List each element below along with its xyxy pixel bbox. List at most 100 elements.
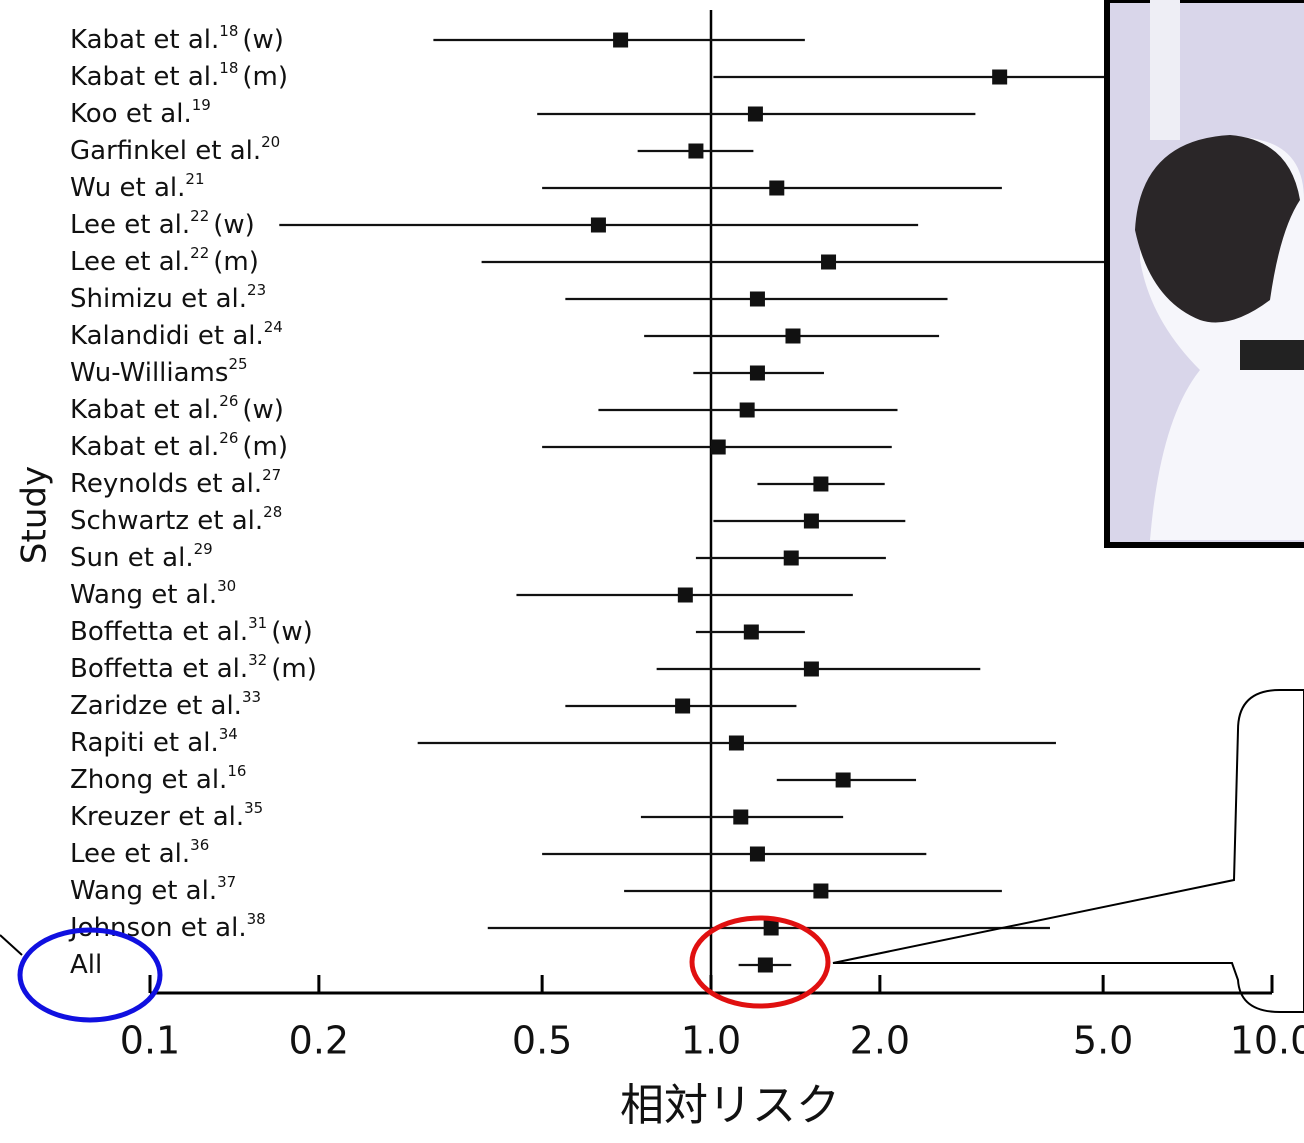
study-name: Sun et al. bbox=[70, 543, 194, 573]
x-tick-label: 0.2 bbox=[289, 1019, 349, 1063]
study-label: All bbox=[70, 950, 102, 980]
study-name: Lee et al. bbox=[70, 247, 190, 277]
study-label: Lee et al.36 bbox=[70, 836, 209, 869]
estimate-marker bbox=[613, 33, 628, 48]
study-ref: 20 bbox=[261, 133, 280, 151]
study-name: Kalandidi et al. bbox=[70, 321, 264, 351]
study-name: Zhong et al. bbox=[70, 765, 227, 795]
estimate-marker bbox=[992, 70, 1007, 85]
study-group: (m) bbox=[242, 62, 288, 92]
x-tick-label: 10.0 bbox=[1230, 1019, 1304, 1063]
study-name: Shimizu et al. bbox=[70, 284, 247, 314]
study-group: (w) bbox=[213, 210, 255, 240]
study-label: Wu-Williams25 bbox=[70, 355, 248, 388]
estimate-marker bbox=[678, 588, 693, 603]
estimate-marker bbox=[688, 144, 703, 159]
estimate-marker bbox=[675, 699, 690, 714]
study-name: Lee et al. bbox=[70, 210, 190, 240]
x-tick-label: 0.1 bbox=[120, 1019, 180, 1063]
study-label: Johnson et al.38 bbox=[68, 910, 266, 943]
estimate-marker bbox=[836, 773, 851, 788]
study-ref: 24 bbox=[264, 318, 283, 336]
estimate-marker bbox=[744, 625, 759, 640]
study-label: Lee et al.22(m) bbox=[70, 244, 259, 277]
study-label: Sun et al.29 bbox=[70, 540, 213, 573]
estimate-marker bbox=[733, 810, 748, 825]
x-tick-label: 2.0 bbox=[850, 1019, 910, 1063]
estimate-marker bbox=[813, 884, 828, 899]
study-label: Garfinkel et al.20 bbox=[70, 133, 280, 166]
study-name: Koo et al. bbox=[70, 99, 192, 129]
estimate-marker bbox=[804, 514, 819, 529]
study-name: Garfinkel et al. bbox=[70, 136, 261, 166]
callout bbox=[833, 690, 1304, 1012]
pointer bbox=[0, 935, 22, 955]
estimate-marker bbox=[804, 662, 819, 677]
study-label: Schwartz et al.28 bbox=[70, 503, 282, 536]
study-ref: 22 bbox=[190, 244, 209, 262]
study-name: Wang et al. bbox=[70, 876, 217, 906]
study-label: Zhong et al.16 bbox=[70, 762, 246, 795]
study-ref: 33 bbox=[242, 688, 261, 706]
estimate-marker bbox=[821, 255, 836, 270]
photo-wall bbox=[1150, 0, 1180, 140]
study-name: Reynolds et al. bbox=[70, 469, 262, 499]
study-name: Schwartz et al. bbox=[70, 506, 263, 536]
x-axis-label: 相対リスク bbox=[620, 1080, 840, 1131]
study-name: Kabat et al. bbox=[70, 432, 219, 462]
estimate-marker bbox=[764, 921, 779, 936]
study-ref: 16 bbox=[227, 762, 246, 780]
estimate-marker bbox=[813, 477, 828, 492]
study-group: (m) bbox=[271, 654, 317, 684]
study-ref: 18 bbox=[219, 22, 238, 40]
estimate-marker bbox=[784, 551, 799, 566]
study-ref: 36 bbox=[190, 836, 209, 854]
photo-object bbox=[1240, 340, 1304, 370]
study-ref: 30 bbox=[217, 577, 236, 595]
x-tick-label: 0.5 bbox=[512, 1019, 572, 1063]
chart: 0.10.20.51.02.05.010.0Kabat et al.18(w)K… bbox=[0, 0, 1304, 1143]
study-group: (m) bbox=[213, 247, 259, 277]
study-ref: 27 bbox=[262, 466, 281, 484]
study-name: Lee et al. bbox=[70, 839, 190, 869]
estimate-marker bbox=[591, 218, 606, 233]
study-name: Kabat et al. bbox=[70, 25, 219, 55]
estimate-marker bbox=[711, 440, 726, 455]
study-group: (w) bbox=[242, 395, 284, 425]
study-ref: 34 bbox=[219, 725, 238, 743]
study-label: Shimizu et al.23 bbox=[70, 281, 266, 314]
estimate-marker bbox=[748, 107, 763, 122]
study-label: Wang et al.37 bbox=[70, 873, 236, 906]
estimate-marker bbox=[750, 366, 765, 381]
study-label: Kabat et al.18(m) bbox=[70, 59, 288, 92]
estimate-marker bbox=[750, 847, 765, 862]
study-name: All bbox=[70, 950, 102, 980]
page: 0.10.20.51.02.05.010.0Kabat et al.18(w)K… bbox=[0, 0, 1304, 1143]
study-label: Reynolds et al.27 bbox=[70, 466, 281, 499]
study-ref: 25 bbox=[228, 355, 247, 373]
study-group: (m) bbox=[242, 432, 288, 462]
estimate-marker bbox=[740, 403, 755, 418]
study-ref: 32 bbox=[248, 651, 267, 669]
study-ref: 35 bbox=[244, 799, 263, 817]
study-label: Kalandidi et al.24 bbox=[70, 318, 283, 351]
study-name: Wu et al. bbox=[70, 173, 185, 203]
study-label: Kabat et al.18(w) bbox=[70, 22, 284, 55]
estimate-marker bbox=[750, 292, 765, 307]
study-label: Boffetta et al.31(w) bbox=[70, 614, 313, 647]
x-tick-label: 1.0 bbox=[681, 1019, 741, 1063]
estimate-marker bbox=[729, 736, 744, 751]
estimate-marker bbox=[785, 329, 800, 344]
y-axis-label: Study bbox=[15, 466, 55, 564]
study-name: Kabat et al. bbox=[70, 62, 219, 92]
study-group: (w) bbox=[271, 617, 313, 647]
study-ref: 23 bbox=[247, 281, 266, 299]
estimate-marker bbox=[769, 181, 784, 196]
study-ref: 21 bbox=[185, 170, 204, 188]
study-label: Rapiti et al.34 bbox=[70, 725, 238, 758]
study-name: Wang et al. bbox=[70, 580, 217, 610]
x-tick-label: 5.0 bbox=[1073, 1019, 1133, 1063]
study-ref: 19 bbox=[192, 96, 211, 114]
study-ref: 29 bbox=[194, 540, 213, 558]
study-ref: 18 bbox=[219, 59, 238, 77]
